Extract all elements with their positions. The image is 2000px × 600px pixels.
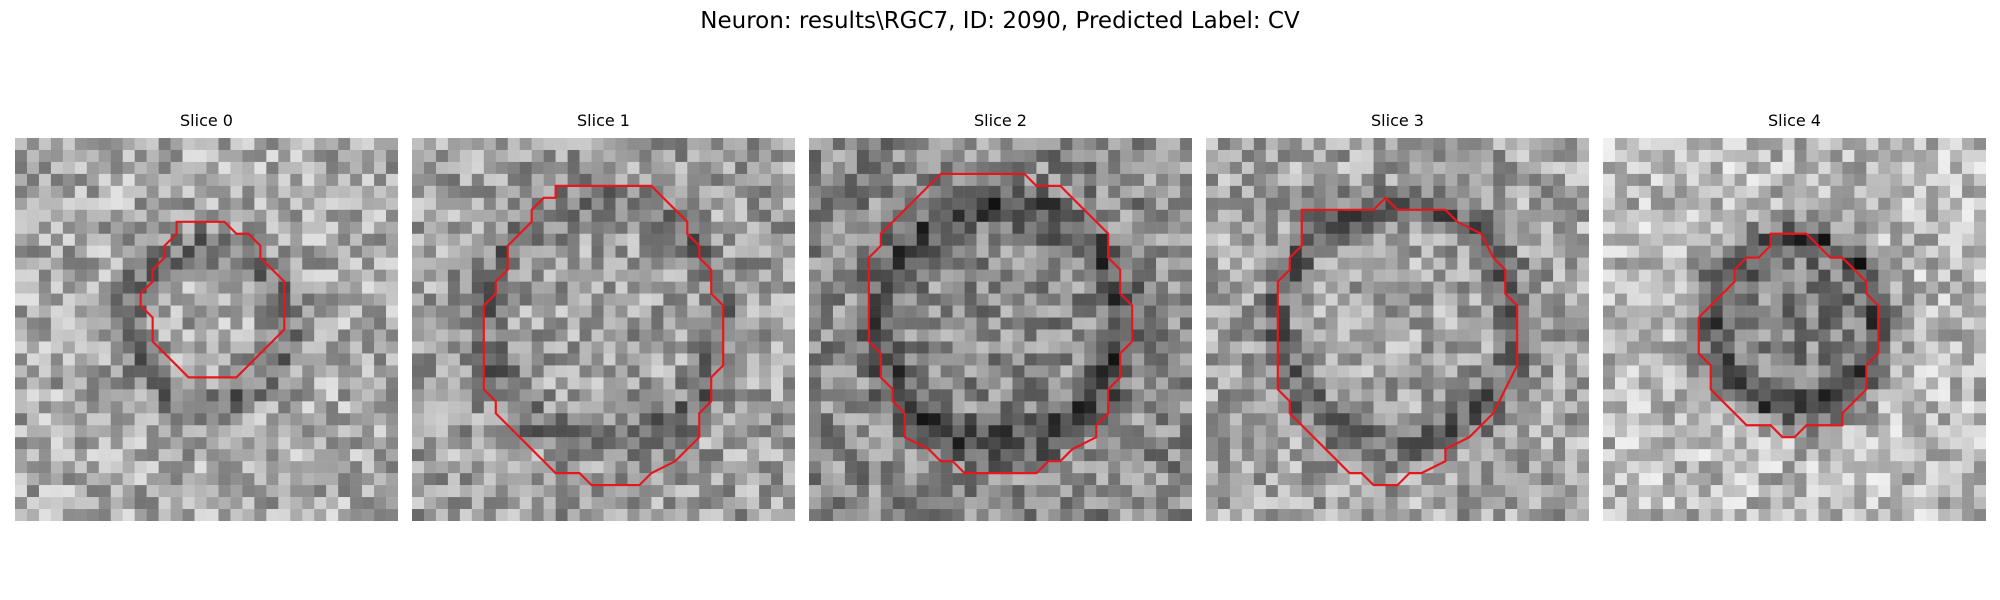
slice-panel-4: Slice 4 xyxy=(1603,110,1986,521)
roi-outline xyxy=(139,220,286,379)
slice-image-2 xyxy=(809,138,1192,521)
slice-image-4 xyxy=(1603,138,1986,521)
slice-image-0 xyxy=(15,138,398,521)
slice-panel-1: Slice 1 xyxy=(412,110,795,521)
slice-panel-0: Slice 0 xyxy=(15,110,398,521)
slice-title: Slice 4 xyxy=(1768,111,1821,130)
roi-outline xyxy=(1276,196,1519,487)
roi-outline xyxy=(867,172,1134,475)
slice-image-3 xyxy=(1206,138,1589,521)
roi-outline xyxy=(482,184,725,487)
slice-image-1 xyxy=(412,138,795,521)
slice-title: Slice 2 xyxy=(974,111,1027,130)
figure-title: Neuron: results\RGC7, ID: 2090, Predicte… xyxy=(700,8,1300,34)
slice-title: Slice 3 xyxy=(1371,111,1424,130)
slice-title: Slice 0 xyxy=(180,111,233,130)
slice-panel-3: Slice 3 xyxy=(1206,110,1589,521)
slice-title: Slice 1 xyxy=(577,111,630,130)
slice-panel-2: Slice 2 xyxy=(809,110,1192,521)
roi-outline xyxy=(1697,232,1880,439)
